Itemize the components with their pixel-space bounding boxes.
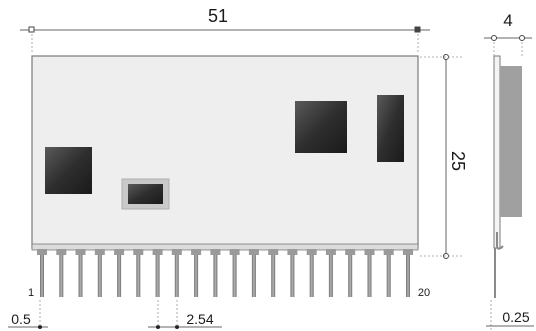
pin: [232, 255, 237, 297]
pcb-bottom-edge: [31, 243, 419, 251]
edge-offset-marker: [38, 325, 42, 329]
thickness-left-marker: [491, 35, 497, 41]
pin: [155, 255, 160, 297]
pin: [386, 255, 391, 297]
pin-pad: [75, 249, 86, 255]
pin-pad: [306, 249, 317, 255]
pin: [328, 255, 333, 297]
pin: [136, 255, 141, 297]
pin-pad: [287, 249, 298, 255]
pin-first-label: 1: [28, 287, 34, 299]
pin-row: [37, 249, 413, 297]
pin-pad: [248, 249, 259, 255]
height-dimension: 25: [420, 54, 468, 259]
pin-pad: [152, 249, 163, 255]
pin: [251, 255, 256, 297]
pin-pad: [210, 249, 221, 255]
crystal-body: [128, 184, 163, 204]
thickness-right-marker: [519, 35, 525, 41]
side-view: 4 0.25: [484, 11, 534, 330]
width-dimension: 51: [20, 6, 430, 54]
height-label: 25: [448, 151, 468, 171]
pin: [40, 255, 44, 297]
pin-last-label: 20: [418, 287, 430, 299]
pin: [213, 255, 218, 297]
pin-pitch-dimension: 2.54: [148, 300, 222, 329]
pin-pad: [383, 249, 394, 255]
pin-thickness-label: 0.25: [502, 309, 529, 325]
pin: [59, 255, 64, 297]
pin: [117, 255, 122, 297]
pin: [348, 255, 353, 297]
pin: [78, 255, 83, 297]
side-component: [500, 66, 522, 217]
pitch-left-marker: [156, 325, 160, 329]
pin-pad: [191, 249, 202, 255]
pin-pad: [364, 249, 375, 255]
side-board: [493, 55, 501, 249]
pin-pad: [403, 249, 413, 255]
edge-offset-label: 0.5: [11, 311, 31, 327]
pin-pad: [94, 249, 105, 255]
side-pin: [494, 232, 504, 298]
pitch-right-marker: [175, 325, 179, 329]
pcb-board: [31, 55, 419, 249]
thickness-label: 4: [503, 11, 512, 30]
width-right-marker: [414, 26, 421, 33]
pin-pad: [171, 249, 182, 255]
pin: [174, 255, 179, 297]
pin-pad: [114, 249, 125, 255]
pin-pad: [133, 249, 144, 255]
pin: [309, 255, 314, 297]
pin-pad: [345, 249, 356, 255]
pin-pad: [56, 249, 67, 255]
chip-right: [377, 95, 404, 162]
pin: [97, 255, 102, 297]
chip-left: [45, 147, 92, 194]
pin: [290, 255, 295, 297]
pin-pitch-label: 2.54: [186, 311, 213, 327]
width-label: 51: [208, 6, 228, 26]
edge-offset-dimension: 0.5: [8, 300, 48, 329]
pin: [367, 255, 372, 297]
chip-center: [295, 101, 347, 153]
pin: [271, 255, 276, 297]
pin-pad: [268, 249, 279, 255]
pin-pad: [37, 249, 47, 255]
pin-pad: [325, 249, 336, 255]
pin-pad: [229, 249, 240, 255]
pin: [406, 255, 410, 297]
width-left-marker: [28, 26, 35, 33]
pin: [194, 255, 199, 297]
